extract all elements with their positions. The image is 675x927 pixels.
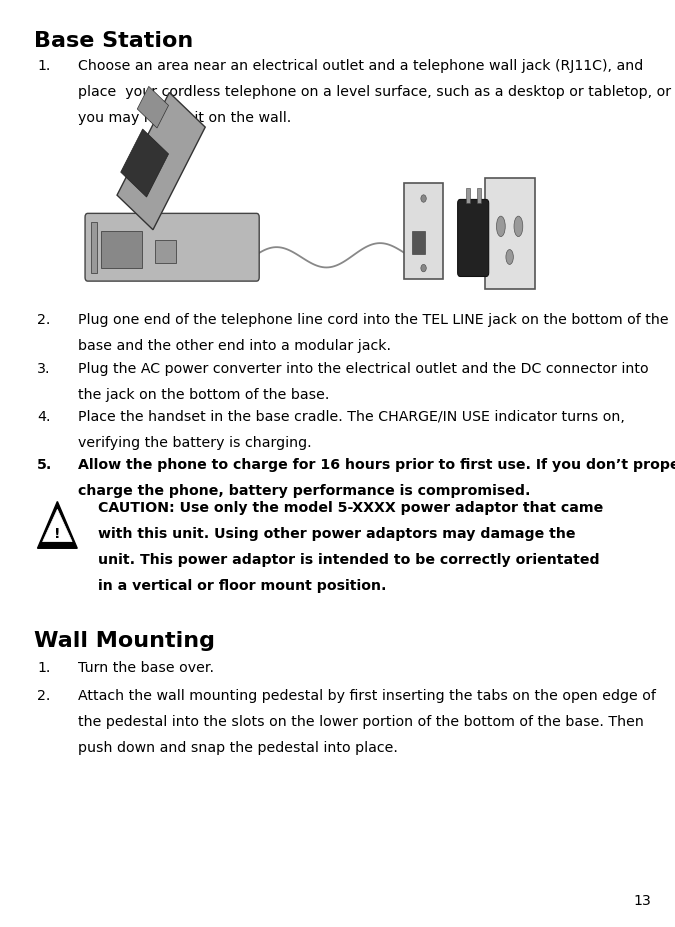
- Text: 3.: 3.: [37, 362, 51, 375]
- Text: 1.: 1.: [37, 59, 51, 73]
- Text: base and the other end into a modular jack.: base and the other end into a modular ja…: [78, 338, 391, 352]
- Ellipse shape: [506, 250, 513, 265]
- Text: CAUTION: Use only the model 5-XXXX power adaptor that came: CAUTION: Use only the model 5-XXXX power…: [98, 501, 603, 514]
- Text: 5.: 5.: [37, 458, 53, 472]
- Bar: [91, 222, 97, 273]
- Text: 2.: 2.: [37, 312, 51, 326]
- Text: 13: 13: [634, 893, 651, 907]
- Text: Plug one end of the telephone line cord into the TEL LINE jack on the bottom of : Plug one end of the telephone line cord …: [78, 312, 668, 326]
- Text: Attach the wall mounting pedestal by ﬁrst inserting the tabs on the open edge of: Attach the wall mounting pedestal by ﬁrs…: [78, 688, 655, 702]
- Text: 2.: 2.: [37, 688, 51, 702]
- FancyBboxPatch shape: [485, 179, 535, 289]
- Polygon shape: [117, 94, 205, 231]
- Text: in a vertical or ﬂoor mount position.: in a vertical or ﬂoor mount position.: [98, 578, 386, 592]
- Text: charge the phone, battery performance is compromised.: charge the phone, battery performance is…: [78, 484, 530, 498]
- FancyBboxPatch shape: [458, 200, 489, 277]
- Text: !: !: [54, 527, 61, 540]
- Ellipse shape: [497, 217, 505, 237]
- Bar: [101, 232, 142, 269]
- Text: verifying the battery is charging.: verifying the battery is charging.: [78, 436, 311, 450]
- Text: Wall Mounting: Wall Mounting: [34, 630, 215, 651]
- Text: 1.: 1.: [37, 660, 51, 674]
- Polygon shape: [121, 130, 169, 197]
- Text: Choose an area near an electrical outlet and a telephone wall jack (RJ11C), and: Choose an area near an electrical outlet…: [78, 59, 643, 73]
- Bar: [466, 189, 470, 204]
- Text: Allow the phone to charge for 16 hours prior to ﬁrst use. If you don’t properly: Allow the phone to charge for 16 hours p…: [78, 458, 675, 472]
- Text: Place the handset in the base cradle. The CHARGE/IN USE indicator turns on,: Place the handset in the base cradle. Th…: [78, 410, 624, 424]
- FancyBboxPatch shape: [85, 214, 259, 282]
- Text: the pedestal into the slots on the lower portion of the bottom of the base. Then: the pedestal into the slots on the lower…: [78, 714, 643, 728]
- Text: place  your cordless telephone on a level surface, such as a desktop or tabletop: place your cordless telephone on a level…: [78, 85, 671, 99]
- Text: unit. This power adaptor is intended to be correctly orientated: unit. This power adaptor is intended to …: [98, 552, 599, 566]
- Bar: [155, 241, 176, 264]
- Polygon shape: [38, 502, 77, 549]
- Text: the jack on the bottom of the base.: the jack on the bottom of the base.: [78, 387, 329, 401]
- Circle shape: [421, 196, 426, 203]
- Text: Plug the AC power converter into the electrical outlet and the DC connector into: Plug the AC power converter into the ele…: [78, 362, 648, 375]
- FancyBboxPatch shape: [404, 184, 443, 280]
- Bar: [412, 232, 425, 255]
- Bar: [477, 189, 481, 204]
- Ellipse shape: [514, 217, 522, 237]
- Text: Base Station: Base Station: [34, 31, 193, 51]
- Circle shape: [421, 265, 426, 273]
- Polygon shape: [43, 510, 72, 542]
- Text: Turn the base over.: Turn the base over.: [78, 660, 213, 674]
- Text: with this unit. Using other power adaptors may damage the: with this unit. Using other power adapto…: [98, 527, 575, 540]
- Text: you may mount it on the wall.: you may mount it on the wall.: [78, 111, 291, 125]
- Text: push down and snap the pedestal into place.: push down and snap the pedestal into pla…: [78, 740, 398, 754]
- Polygon shape: [137, 87, 169, 129]
- Text: 4.: 4.: [37, 410, 51, 424]
